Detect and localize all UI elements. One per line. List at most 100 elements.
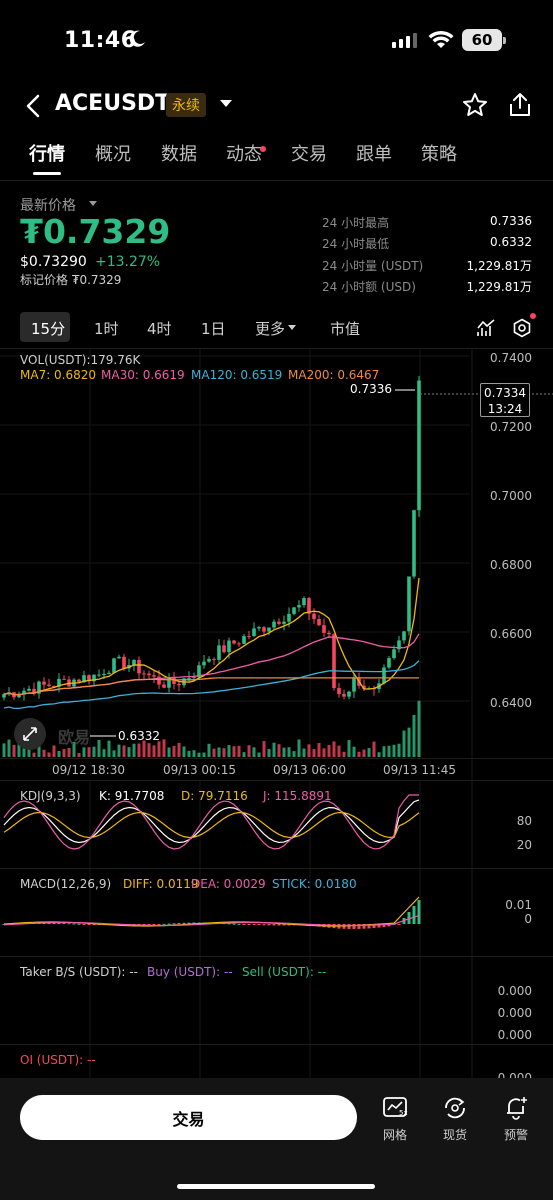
macd-histogram-bar	[407, 912, 411, 924]
ma7-line	[3, 577, 420, 696]
volume-bar	[302, 748, 306, 757]
trade-button[interactable]: 交易	[20, 1095, 357, 1140]
volume-bar	[157, 741, 161, 757]
macd-histogram-bar	[172, 923, 176, 925]
volume-bar	[62, 749, 66, 757]
interval-1h[interactable]: 1时	[94, 320, 119, 338]
candlestick-chart[interactable]	[0, 349, 553, 1079]
spot-cycle-icon	[445, 1097, 465, 1119]
fullscreen-button[interactable]	[14, 718, 46, 750]
candle-body	[2, 694, 6, 698]
kdj-label: KDJ(9,3,3)	[20, 789, 81, 803]
alert-button[interactable]: 预警	[494, 1096, 538, 1143]
macd-histogram-bar	[242, 924, 246, 925]
macd-histogram-bar	[162, 923, 166, 925]
candle-body	[337, 688, 341, 694]
ma7-label: MA7: 0.6820	[20, 368, 97, 382]
candle-body	[382, 667, 386, 684]
macd-histogram-bar	[187, 922, 191, 924]
candle-body	[97, 674, 101, 676]
ma120-line	[3, 660, 420, 710]
tab-trade[interactable]: 交易	[291, 144, 327, 165]
candle-body	[82, 675, 86, 683]
volume-bar	[202, 752, 206, 757]
macd-histogram-bar	[147, 924, 151, 925]
grid-label: 网格	[382, 1128, 407, 1142]
macd-histogram-bar	[282, 924, 286, 926]
caret-down-icon[interactable]	[218, 96, 234, 112]
tab-market[interactable]: 行情	[29, 144, 65, 165]
star-icon[interactable]	[462, 92, 488, 118]
candle-body	[62, 678, 66, 680]
volume-bar	[112, 750, 116, 757]
spot-label: 现货	[442, 1128, 467, 1142]
y-tick: 80	[516, 814, 532, 828]
tab-copy-trading[interactable]: 跟单	[356, 144, 392, 165]
stat-label-turnover: 24 小时额 (USD)	[322, 280, 416, 294]
volume-bar	[147, 743, 151, 757]
volume-bar	[357, 751, 361, 757]
macd-histogram-bar	[352, 924, 356, 929]
interval-4h[interactable]: 4时	[147, 320, 172, 338]
ma120-label: MA120: 0.6519	[191, 368, 283, 382]
macd-histogram-bar	[267, 924, 271, 926]
tab-data[interactable]: 数据	[161, 144, 197, 165]
volume-bar	[287, 747, 291, 757]
candle-body	[282, 621, 286, 624]
y-tick: 0.7200	[490, 420, 532, 434]
candle-body	[297, 605, 301, 608]
spot-button[interactable]: 现货	[433, 1096, 477, 1143]
candle-body	[192, 677, 196, 679]
x-tick: 09/13 06:00	[273, 763, 346, 777]
taker-sell: Sell (USDT): --	[242, 965, 327, 979]
macd-histogram-bar	[62, 922, 66, 924]
candle-body	[92, 674, 96, 682]
divider	[0, 348, 553, 349]
interval-1d[interactable]: 1日	[201, 320, 226, 338]
taker-label: Taker B/S (USDT): --	[20, 965, 138, 979]
caret-down-icon[interactable]	[88, 200, 98, 208]
candle-body	[397, 640, 401, 650]
bell-plus-icon	[507, 1097, 527, 1120]
candle-body	[177, 683, 181, 686]
candle-body	[262, 627, 266, 632]
moon-icon	[129, 30, 145, 47]
vol-label: VOL(USDT):179.76K	[20, 353, 141, 367]
volume-bar	[117, 744, 121, 757]
grid-button[interactable]: 5x 网格	[373, 1096, 417, 1143]
back-arrow-icon[interactable]	[22, 92, 46, 120]
price-type-label[interactable]: 最新价格	[20, 198, 76, 214]
candle-body	[47, 684, 51, 687]
candle-body	[247, 636, 251, 638]
volume-bar	[377, 752, 381, 757]
status-time: 11:46	[64, 28, 137, 53]
caret-down-icon[interactable]	[287, 324, 297, 332]
candle-body	[37, 681, 41, 694]
tab-overview[interactable]: 概况	[95, 144, 131, 165]
macd-histogram-bar	[417, 900, 421, 924]
candle-body	[307, 598, 311, 614]
symbol-title[interactable]: ACEUSDT	[55, 91, 171, 116]
volume-bar	[12, 744, 16, 757]
volume-bar	[227, 745, 231, 757]
interval-15m[interactable]: 15分	[31, 320, 66, 338]
market-cap-tab[interactable]: 市值	[330, 320, 361, 338]
settings-hexagon-icon[interactable]	[512, 318, 532, 338]
share-icon[interactable]	[508, 92, 532, 118]
divider	[0, 1044, 553, 1045]
candle-body	[387, 658, 391, 668]
macd-histogram-bar	[347, 924, 351, 929]
battery-indicator: 60	[462, 29, 502, 51]
tab-feed[interactable]: 动态	[226, 144, 262, 165]
macd-histogram-bar	[397, 924, 401, 925]
volume-bar	[67, 748, 71, 757]
indicator-chart-icon[interactable]	[476, 318, 496, 338]
candle-body	[407, 576, 411, 632]
macd-histogram-bar	[87, 924, 91, 925]
volume-bar	[417, 700, 421, 757]
tab-strategy[interactable]: 策略	[421, 144, 457, 165]
volume-bar	[347, 740, 351, 757]
candle-body	[162, 684, 166, 688]
macd-histogram-bar	[262, 924, 266, 926]
interval-more[interactable]: 更多	[255, 320, 286, 338]
